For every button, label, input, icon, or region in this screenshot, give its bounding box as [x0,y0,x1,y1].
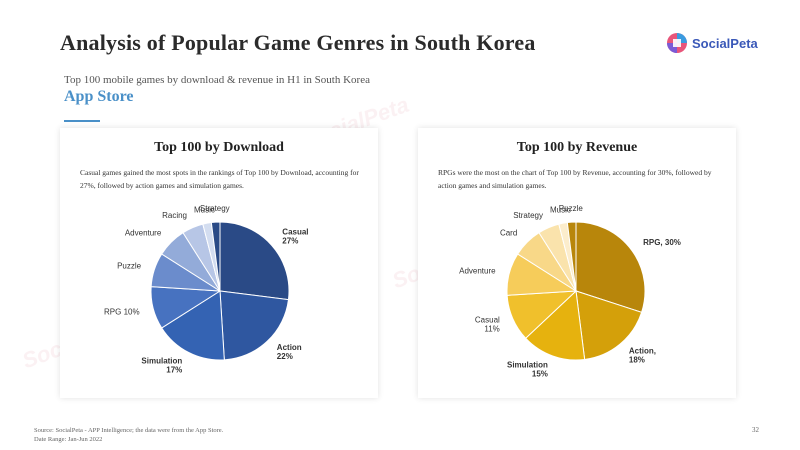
slice-label-strategy: Strategy [513,211,543,220]
pie-slice-simulation [524,289,586,361]
slice-label-music: Music [194,206,215,215]
source-text: Source: SocialPeta - APP Intelligence; t… [34,427,224,434]
slice-label-adventure: Adventure [459,266,496,275]
logo-text: SocialPeta [692,35,758,51]
slice-label-simulation: Simulation 15% [507,361,548,379]
chart-title: Top 100 by Download [154,140,284,155]
chart-title: Top 100 by Revenue [516,140,638,155]
pie-slice-rpg [575,221,646,313]
subtitle: Top 100 mobile games by download & reven… [64,74,370,86]
slice-label-music: Music [550,206,571,215]
pie-slice-casual [219,221,290,301]
source-note: Source: SocialPeta - APP Intelligence; t… [34,426,223,444]
pie-slice-simulation [161,290,225,361]
brand-logo: SocialPeta [666,32,758,54]
download-pie-chart: Casual 27% Action 22% Simulation 17% RPG 10% Pu… [104,204,309,375]
slice-label-puzzle: Puzzle [117,261,142,270]
slice-label-casual: Casual 27% [282,228,308,246]
slice-label-racing: Racing [162,211,187,220]
chart-description: Casual games gained the most spots in th… [80,168,359,190]
pie-slice-action [219,290,290,361]
page-number: 32 [752,426,759,434]
page-title: Analysis of Popular Game Genres in South… [60,30,536,55]
download-chart-card: Top 100 by Download Casual games gained … [60,128,378,398]
pie-slice-action [575,290,643,361]
slice-label-puzzle: Puzzle [559,204,584,213]
revenue-pie-chart: RPG, 30% Action, 18% Simulation 15% Casual 11%… [459,204,681,379]
slice-label-strategy: Strategy [200,204,230,213]
slice-label-simulation: Simulation 17% [141,357,182,375]
slice-label-action: Action 22% [277,343,302,361]
slice-label-casual: Casual 11% [475,316,500,334]
logo-icon [667,33,687,53]
store-heading: App Store [64,88,134,105]
pie-slice-puzzle [566,221,577,292]
slice-label-rpg: RPG, 30% [643,238,681,247]
slice-label-rpg: RPG 10% [104,308,140,317]
revenue-chart-card: Top 100 by Revenue RPGs were the most on… [418,128,736,398]
slice-label-adventure: Adventure [125,228,162,237]
chart-description: RPGs were the most on the chart of Top 1… [438,168,712,190]
date-range: Date Range: Jan-Jun 2022 [34,436,103,443]
slice-label-card: Card [500,228,517,237]
heading-underline [64,120,100,122]
slice-label-action: Action, 18% [629,347,656,365]
pie-slice-strategy [210,221,221,292]
